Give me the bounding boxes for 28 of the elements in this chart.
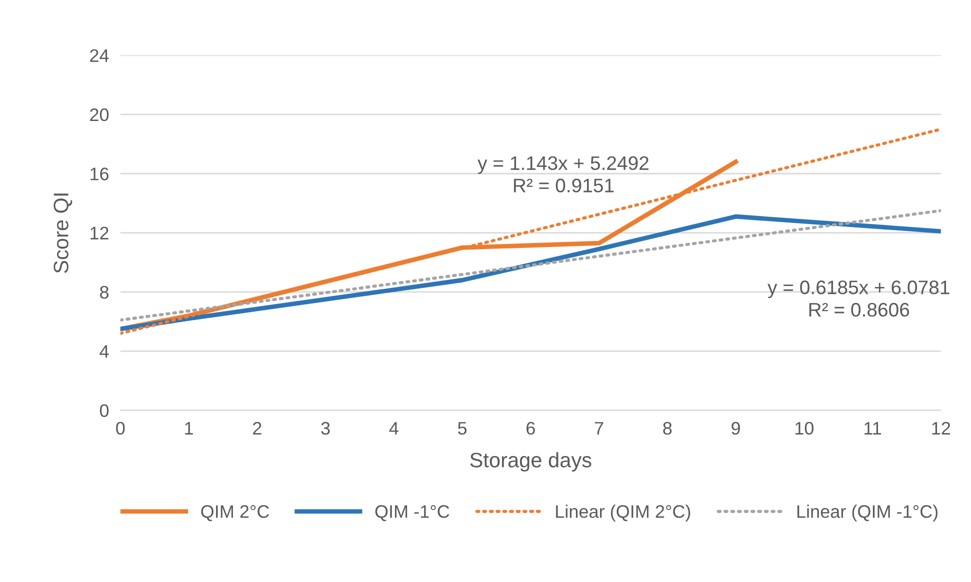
- y-tick-label: 20: [90, 108, 109, 122]
- y-tick-label: 8: [100, 286, 109, 299]
- legend-label: Linear (QIM -1°C): [797, 504, 938, 522]
- annotation: y = 0.6185x + 6.0781 R² = 0.8606: [768, 280, 950, 317]
- annotation: y = 1.143x + 5.2492 R² = 0.9151: [478, 156, 648, 192]
- x-tick-label: 10: [795, 422, 814, 435]
- legend-label: QIM 2°C: [201, 505, 270, 522]
- x-tick-label: 12: [932, 422, 950, 435]
- x-tick-label: 9: [732, 422, 740, 435]
- y-tick-label: 4: [100, 345, 109, 358]
- y-tick-label: 16: [90, 168, 108, 180]
- x-tick-label: 5: [458, 422, 467, 435]
- y-tick-label: 0: [100, 404, 109, 418]
- x-tick-label: 6: [526, 422, 535, 435]
- x-tick-label: 11: [864, 422, 882, 435]
- y-tick-label: 12: [90, 226, 108, 240]
- legend-label: Linear (QIM 2°C): [556, 504, 690, 522]
- x-tick-label: 3: [321, 422, 330, 435]
- x-tick-label: 4: [389, 422, 398, 435]
- x-axis-title: Storage days: [470, 452, 592, 472]
- x-tick-label: 1: [185, 422, 193, 435]
- x-tick-label: 7: [594, 422, 604, 435]
- legend-label: QIM -1°C: [375, 505, 450, 522]
- x-tick-label: 0: [116, 422, 125, 435]
- y-axis-title: Score QI: [54, 194, 72, 273]
- y-tick-label: 24: [90, 49, 109, 62]
- x-tick-label: 8: [663, 422, 672, 435]
- x-tick-label: 2: [253, 422, 262, 435]
